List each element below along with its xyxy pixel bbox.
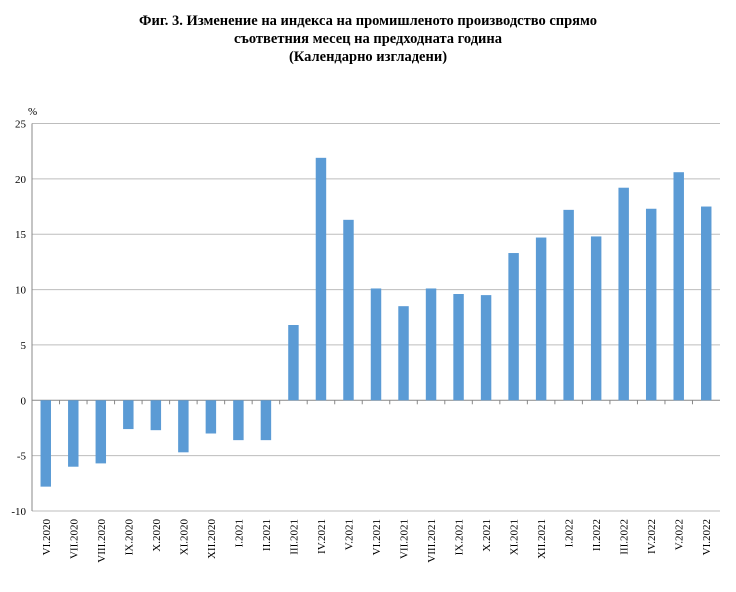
x-tick-label: XI.2020 [178,519,190,556]
bar [618,187,629,401]
x-tick-label: XII.2020 [206,519,218,560]
x-tick-label: I.2022 [564,519,576,547]
x-tick-label: VIII.2021 [426,519,438,563]
x-tick-label: IV.2021 [316,519,328,554]
y-tick-label: 15 [15,229,27,241]
bar [205,400,217,434]
bar [425,288,437,401]
bar [590,236,602,401]
bar [123,400,134,430]
x-tick-label: IX.2021 [454,519,466,555]
x-tick-label: XII.2021 [536,519,548,559]
y-tick-label: 10 [15,285,27,297]
chart-title-line: Фиг. 3. Изменение на индекса на промишле… [139,13,597,29]
chart-title-line: съответния месец на предходната година [233,31,502,47]
bar [535,237,547,401]
x-tick-label: XI.2021 [509,519,521,555]
bar [315,157,327,401]
x-tick-label: I.2021 [233,519,245,547]
x-tick-label: V.2021 [343,519,355,550]
y-tick-label: 25 [15,119,27,131]
bar [233,400,244,441]
bar [260,400,272,441]
x-tick-label: III.2022 [619,519,631,555]
bar [508,253,519,401]
bar [398,306,409,401]
x-tick-label: VI.2022 [701,519,713,555]
chart-title-line: (Календарно изгладени) [288,49,448,65]
x-tick-label: VII.2020 [68,519,80,560]
x-tick-label: VII.2021 [399,519,411,559]
x-tick-label: II.2021 [261,519,273,551]
y-tick-label: -10 [11,506,26,518]
bar [40,400,51,487]
x-tick-label: X.2021 [481,519,493,552]
x-tick-label: III.2021 [288,519,300,555]
bar [563,209,574,401]
bar [343,219,354,401]
y-tick-label: 5 [21,340,27,352]
y-axis-label: % [28,106,37,118]
x-tick-label: IX.2020 [123,519,135,556]
x-tick-label: VI.2021 [371,519,383,555]
bar [673,172,684,401]
x-tick-label: V.2022 [674,519,686,550]
bar [480,295,492,401]
x-tick-label: X.2020 [151,519,163,552]
bar [701,206,712,401]
y-tick-label: -5 [17,451,27,463]
bar [150,400,162,431]
bar [95,400,107,464]
x-tick-label: VIII.2020 [96,519,108,563]
chart-title: Фиг. 3. Изменение на индекса на промишле… [0,12,736,66]
y-tick-label: 20 [15,174,27,186]
x-tick-label: II.2022 [591,519,603,551]
x-tick-label: VI.2020 [41,519,53,556]
bar [288,325,299,401]
y-tick-label: 0 [21,395,27,407]
bar [453,294,464,401]
x-tick-label: IV.2022 [646,519,658,554]
bar [68,400,79,467]
bar [370,288,382,401]
bar [645,208,657,401]
bar [178,400,189,453]
